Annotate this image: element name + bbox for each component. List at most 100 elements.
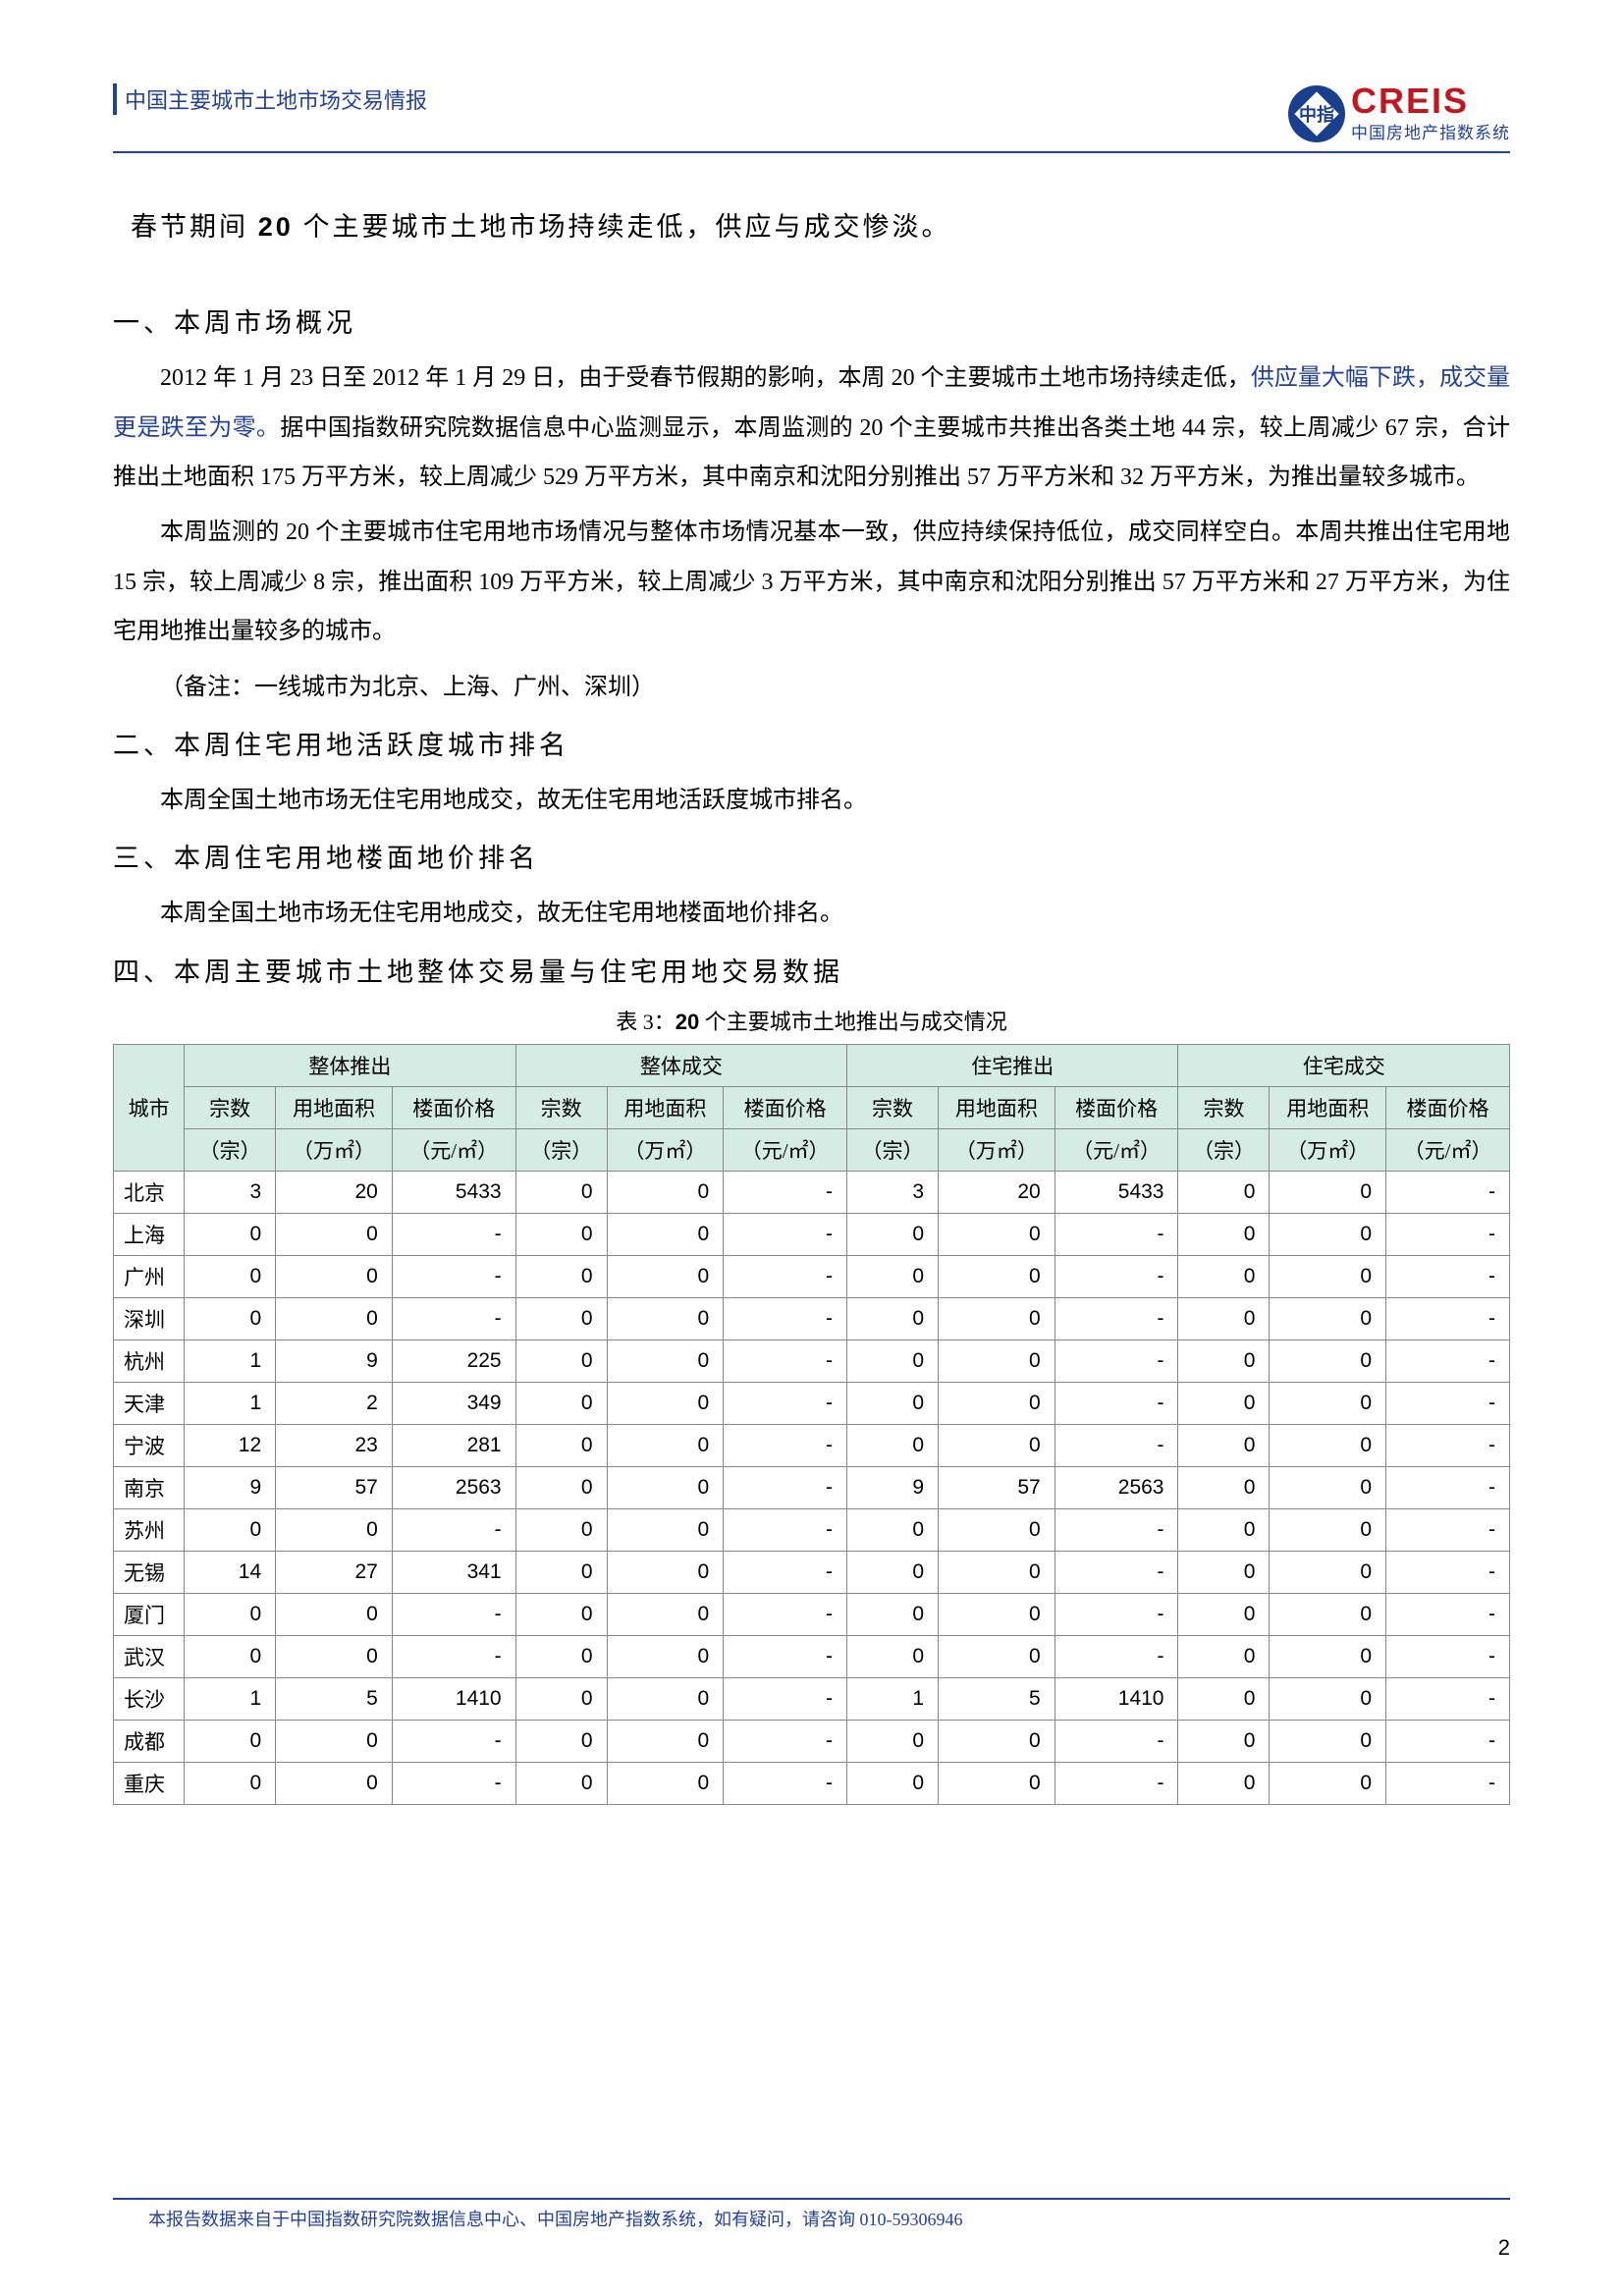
cell-value: 0 <box>847 1297 939 1339</box>
cell-value: 0 <box>1178 1551 1270 1593</box>
cell-value: - <box>1386 1171 1510 1213</box>
cell-city: 武汉 <box>114 1635 185 1677</box>
table-header-row-1: 城市 整体推出 整体成交 住宅推出 住宅成交 <box>114 1044 1510 1086</box>
cell-value: 0 <box>515 1551 607 1593</box>
cell-value: 0 <box>1178 1171 1270 1213</box>
cell-value: 1 <box>185 1339 276 1382</box>
unit-area: （万㎡） <box>1270 1128 1386 1171</box>
cell-value: 0 <box>939 1593 1055 1635</box>
col-group-3: 住宅成交 <box>1178 1044 1510 1086</box>
section-1-para-1: 2012 年 1 月 23 日至 2012 年 1 月 29 日，由于受春节假期… <box>113 354 1510 502</box>
unit-price: （元/㎡） <box>392 1128 515 1171</box>
cell-city: 杭州 <box>114 1339 185 1382</box>
cell-value: 0 <box>276 1635 393 1677</box>
cell-value: 0 <box>607 1339 724 1382</box>
cell-value: 0 <box>185 1635 276 1677</box>
cell-value: 0 <box>939 1255 1055 1297</box>
cell-value: 0 <box>1270 1382 1386 1424</box>
sub-area: 用地面积 <box>939 1086 1055 1128</box>
cell-value: 0 <box>276 1720 393 1762</box>
cell-value: 0 <box>1270 1593 1386 1635</box>
cell-value: 12 <box>185 1424 276 1466</box>
table-row: 天津1234900-00-00- <box>114 1382 1510 1424</box>
cell-value: 0 <box>1270 1677 1386 1720</box>
cell-value: 57 <box>276 1466 393 1508</box>
cell-value: 0 <box>185 1762 276 1804</box>
cell-value: - <box>392 1508 515 1551</box>
cell-value: 0 <box>276 1762 393 1804</box>
table-body: 北京320543300-320543300-上海00-00-00-00-广州00… <box>114 1171 1510 1804</box>
sub-price: 楼面价格 <box>1055 1086 1178 1128</box>
cell-value: - <box>724 1551 847 1593</box>
logo-badge-icon: 中指 <box>1288 85 1345 142</box>
cell-value: 0 <box>1270 1551 1386 1593</box>
cell-value: 0 <box>939 1297 1055 1339</box>
cell-value: 0 <box>847 1762 939 1804</box>
cell-value: 0 <box>847 1508 939 1551</box>
cell-value: 9 <box>847 1466 939 1508</box>
unit-area: （万㎡） <box>276 1128 393 1171</box>
cell-value: 0 <box>607 1255 724 1297</box>
table-row: 重庆00-00-00-00- <box>114 1762 1510 1804</box>
cell-value: 0 <box>1270 1339 1386 1382</box>
cell-value: 0 <box>847 1424 939 1466</box>
sub-count: 宗数 <box>847 1086 939 1128</box>
cell-value: 0 <box>607 1466 724 1508</box>
cell-value: 5 <box>276 1677 393 1720</box>
logo-text: CREIS 中国房地产指数系统 <box>1351 83 1510 143</box>
cell-value: 0 <box>515 1255 607 1297</box>
cell-city: 长沙 <box>114 1677 185 1720</box>
cell-value: - <box>392 1255 515 1297</box>
cell-value: - <box>1386 1466 1510 1508</box>
sub-count: 宗数 <box>185 1086 276 1128</box>
cell-value: 0 <box>607 1508 724 1551</box>
footer: 本报告数据来自于中国指数研究院数据信息中心、中国房地产指数系统，如有疑问，请咨询… <box>113 2198 1510 2231</box>
table-row: 宁波122328100-00-00- <box>114 1424 1510 1466</box>
cell-value: - <box>1055 1382 1178 1424</box>
cell-value: - <box>724 1255 847 1297</box>
sub-price: 楼面价格 <box>724 1086 847 1128</box>
cell-value: - <box>724 1762 847 1804</box>
cell-value: - <box>1386 1635 1510 1677</box>
table-caption: 表 3：20 个主要城市土地推出与成交情况 <box>113 1005 1510 1036</box>
cell-value: - <box>1055 1635 1178 1677</box>
cell-value: 341 <box>392 1551 515 1593</box>
cell-city: 上海 <box>114 1213 185 1255</box>
header-row: 中国主要城市土地市场交易情报 中指 CREIS 中国房地产指数系统 <box>113 83 1510 143</box>
cell-value: 0 <box>1178 1424 1270 1466</box>
cell-value: 3 <box>847 1171 939 1213</box>
cell-value: - <box>1386 1720 1510 1762</box>
cell-city: 苏州 <box>114 1508 185 1551</box>
cell-value: 14 <box>185 1551 276 1593</box>
table-row: 苏州00-00-00-00- <box>114 1508 1510 1551</box>
cell-value: 0 <box>939 1551 1055 1593</box>
cell-value: 0 <box>939 1213 1055 1255</box>
col-group-1: 整体成交 <box>515 1044 846 1086</box>
cell-value: - <box>724 1593 847 1635</box>
cell-value: - <box>1055 1297 1178 1339</box>
cell-value: - <box>392 1213 515 1255</box>
cell-value: 1410 <box>392 1677 515 1720</box>
section-3-title: 三、本周住宅用地楼面地价排名 <box>113 837 1510 875</box>
cell-value: - <box>392 1635 515 1677</box>
table-row: 广州00-00-00-00- <box>114 1255 1510 1297</box>
cell-value: 0 <box>1178 1677 1270 1720</box>
cell-value: 0 <box>607 1171 724 1213</box>
cell-value: 0 <box>1178 1762 1270 1804</box>
cell-value: 0 <box>847 1720 939 1762</box>
cell-value: 0 <box>515 1424 607 1466</box>
cell-city: 厦门 <box>114 1593 185 1635</box>
table-header-row-2: 宗数 用地面积 楼面价格 宗数 用地面积 楼面价格 宗数 用地面积 楼面价格 宗… <box>114 1086 1510 1128</box>
cell-value: - <box>1386 1424 1510 1466</box>
cell-value: 0 <box>607 1677 724 1720</box>
cell-value: 0 <box>515 1677 607 1720</box>
cell-value: 0 <box>939 1508 1055 1551</box>
table-row: 北京320543300-320543300- <box>114 1171 1510 1213</box>
cell-value: 0 <box>276 1297 393 1339</box>
cell-value: 1 <box>185 1677 276 1720</box>
table-row: 杭州1922500-00-00- <box>114 1339 1510 1382</box>
cell-value: 0 <box>847 1382 939 1424</box>
cell-value: 0 <box>185 1720 276 1762</box>
section-2-para: 本周全国土地市场无住宅用地成交，故无住宅用地活跃度城市排名。 <box>113 776 1510 825</box>
cell-value: 0 <box>607 1720 724 1762</box>
